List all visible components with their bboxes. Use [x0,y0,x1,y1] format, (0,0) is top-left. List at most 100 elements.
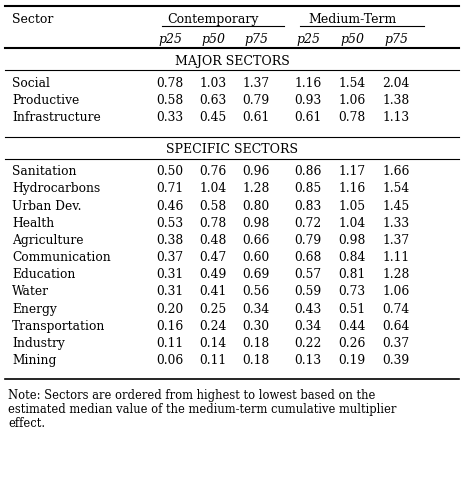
Text: 0.30: 0.30 [242,320,269,333]
Text: Mining: Mining [12,354,56,367]
Text: 0.56: 0.56 [242,285,269,298]
Text: 0.84: 0.84 [338,251,365,264]
Text: 0.39: 0.39 [382,354,409,367]
Text: 0.45: 0.45 [199,111,226,124]
Text: 0.43: 0.43 [294,303,321,316]
Text: 0.93: 0.93 [294,94,321,107]
Text: 0.19: 0.19 [338,354,365,367]
Text: 1.11: 1.11 [382,251,409,264]
Text: 0.76: 0.76 [199,165,226,178]
Text: 0.60: 0.60 [242,251,269,264]
Text: 0.51: 0.51 [338,303,365,316]
Text: 0.71: 0.71 [156,182,183,195]
Text: 0.48: 0.48 [199,234,226,247]
Text: 0.31: 0.31 [156,285,183,298]
Text: effect.: effect. [8,417,45,430]
Text: 0.22: 0.22 [294,337,321,350]
Text: Industry: Industry [12,337,65,350]
Text: 0.57: 0.57 [294,268,321,281]
Text: 0.58: 0.58 [156,94,183,107]
Text: 0.63: 0.63 [199,94,226,107]
Text: 0.83: 0.83 [294,200,321,213]
Text: Health: Health [12,217,54,230]
Text: 0.37: 0.37 [382,337,409,350]
Text: 0.16: 0.16 [156,320,183,333]
Text: 0.18: 0.18 [242,337,269,350]
Text: 0.79: 0.79 [242,94,269,107]
Text: 1.37: 1.37 [242,76,269,89]
Text: p75: p75 [244,32,268,45]
Text: p50: p50 [200,32,225,45]
Text: 0.80: 0.80 [242,200,269,213]
Text: 0.41: 0.41 [199,285,226,298]
Text: 0.78: 0.78 [156,76,183,89]
Text: 0.61: 0.61 [242,111,269,124]
Text: 0.81: 0.81 [338,268,365,281]
Text: 1.04: 1.04 [338,217,365,230]
Text: 1.16: 1.16 [294,76,321,89]
Text: 0.13: 0.13 [294,354,321,367]
Text: estimated median value of the medium-term cumulative multiplier: estimated median value of the medium-ter… [8,403,395,416]
Text: Productive: Productive [12,94,79,107]
Text: 1.54: 1.54 [338,76,365,89]
Text: 1.03: 1.03 [199,76,226,89]
Text: Note: Sectors are ordered from highest to lowest based on the: Note: Sectors are ordered from highest t… [8,389,375,402]
Text: 0.34: 0.34 [294,320,321,333]
Text: 0.50: 0.50 [156,165,183,178]
Text: 2.04: 2.04 [382,76,409,89]
Text: 0.06: 0.06 [156,354,183,367]
Text: 0.85: 0.85 [294,182,321,195]
Text: 0.20: 0.20 [156,303,183,316]
Text: 1.54: 1.54 [382,182,409,195]
Text: p50: p50 [339,32,363,45]
Text: 0.68: 0.68 [294,251,321,264]
Text: 1.37: 1.37 [382,234,409,247]
Text: 1.04: 1.04 [199,182,226,195]
Text: 0.34: 0.34 [242,303,269,316]
Text: 0.58: 0.58 [199,200,226,213]
Text: 0.11: 0.11 [156,337,183,350]
Text: 0.98: 0.98 [338,234,365,247]
Text: 0.98: 0.98 [242,217,269,230]
Text: Infrastructure: Infrastructure [12,111,100,124]
Text: 0.78: 0.78 [199,217,226,230]
Text: 0.14: 0.14 [199,337,226,350]
Text: Hydrocarbons: Hydrocarbons [12,182,100,195]
Text: 0.69: 0.69 [242,268,269,281]
Text: 0.64: 0.64 [382,320,409,333]
Text: 1.33: 1.33 [382,217,409,230]
Text: 0.66: 0.66 [242,234,269,247]
Text: Education: Education [12,268,75,281]
Text: p25: p25 [158,32,181,45]
Text: 0.47: 0.47 [199,251,226,264]
Text: 0.37: 0.37 [156,251,183,264]
Text: Sanitation: Sanitation [12,165,76,178]
Text: Social: Social [12,76,50,89]
Text: Contemporary: Contemporary [167,12,258,25]
Text: 0.53: 0.53 [156,217,183,230]
Text: 0.11: 0.11 [199,354,226,367]
Text: 0.31: 0.31 [156,268,183,281]
Text: 1.16: 1.16 [338,182,365,195]
Text: 0.33: 0.33 [156,111,183,124]
Text: 0.72: 0.72 [294,217,321,230]
Text: 0.78: 0.78 [338,111,365,124]
Text: 1.06: 1.06 [338,94,365,107]
Text: Medium-Term: Medium-Term [307,12,395,25]
Text: 1.45: 1.45 [382,200,409,213]
Text: 0.44: 0.44 [338,320,365,333]
Text: 0.96: 0.96 [242,165,269,178]
Text: Agriculture: Agriculture [12,234,83,247]
Text: 1.17: 1.17 [338,165,365,178]
Text: 1.66: 1.66 [382,165,409,178]
Text: Urban Dev.: Urban Dev. [12,200,81,213]
Text: Transportation: Transportation [12,320,105,333]
Text: 0.73: 0.73 [338,285,365,298]
Text: Water: Water [12,285,49,298]
Text: 1.05: 1.05 [338,200,365,213]
Text: 1.06: 1.06 [382,285,409,298]
Text: Sector: Sector [12,12,53,25]
Text: p25: p25 [295,32,319,45]
Text: 1.13: 1.13 [382,111,409,124]
Text: 0.46: 0.46 [156,200,183,213]
